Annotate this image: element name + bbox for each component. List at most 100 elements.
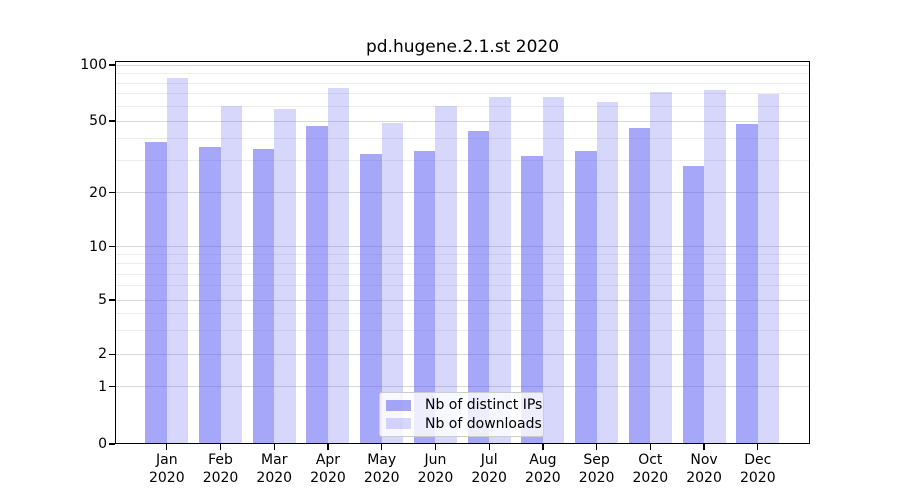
bar-ips-jan bbox=[145, 142, 167, 444]
legend-label-distinct-ips: Nb of distinct IPs bbox=[425, 397, 543, 414]
bar-ips-jul bbox=[467, 131, 490, 444]
gridline-major bbox=[115, 64, 810, 66]
x-tick-month: Oct bbox=[638, 452, 663, 468]
y-tick-label: 1 bbox=[98, 378, 107, 395]
gridline-minor bbox=[115, 93, 810, 95]
x-tick-year: 2020 bbox=[310, 470, 346, 486]
x-tick-mark bbox=[595, 444, 598, 450]
x-tick-month: Jun bbox=[424, 452, 447, 468]
legend-label-downloads: Nb of downloads bbox=[425, 415, 542, 432]
x-tick-mark bbox=[542, 444, 544, 450]
y-tick-mark bbox=[109, 192, 115, 194]
x-tick-month: Dec bbox=[744, 452, 772, 468]
legend-entry-distinct-ips: Nb of distinct IPs bbox=[386, 397, 542, 413]
bar-downloads-jun bbox=[435, 106, 457, 444]
x-tick-month: Apr bbox=[315, 452, 341, 468]
y-tick-label: 2 bbox=[98, 346, 107, 363]
y-tick-mark bbox=[109, 443, 115, 445]
bar-downloads-mar bbox=[274, 109, 296, 444]
x-tick-mark bbox=[327, 444, 329, 450]
bar-downloads-dec bbox=[757, 93, 780, 444]
x-tick-label-feb: Feb 2020 bbox=[193, 451, 249, 487]
bar-downloads-jan bbox=[166, 78, 189, 444]
x-tick-month: Feb bbox=[208, 452, 233, 468]
plot-area bbox=[115, 61, 810, 444]
y-tick-label: 100 bbox=[80, 57, 107, 73]
gridline-minor bbox=[115, 273, 810, 275]
gridline-minor bbox=[115, 137, 810, 139]
x-tick-mark bbox=[488, 444, 490, 450]
x-tick-label-aug: Aug 2020 bbox=[515, 451, 571, 487]
x-tick-label-jul: Jul 2020 bbox=[461, 451, 517, 487]
gridline-minor bbox=[115, 105, 810, 107]
y-tick-label: 50 bbox=[89, 113, 107, 129]
x-tick-year: 2020 bbox=[632, 470, 669, 486]
gridline-minor bbox=[115, 160, 810, 162]
legend: Nb of distinct IPs Nb of downloads bbox=[379, 392, 544, 437]
bar-ips-oct bbox=[628, 127, 651, 444]
legend-entry-downloads: Nb of downloads bbox=[386, 416, 542, 432]
bar-ips-dec bbox=[736, 124, 758, 444]
x-tick-year: 2020 bbox=[686, 470, 722, 486]
bar-ips-apr bbox=[306, 125, 328, 444]
gridline-minor bbox=[115, 329, 810, 331]
x-tick-month: Mar bbox=[261, 452, 288, 468]
x-tick-label-dec: Dec 2020 bbox=[730, 451, 786, 487]
y-tick-mark bbox=[109, 386, 115, 388]
gridline-minor bbox=[115, 82, 810, 84]
y-tick-mark bbox=[109, 246, 115, 248]
y-tick-label: 5 bbox=[98, 292, 107, 308]
x-tick-month: Aug bbox=[529, 452, 557, 468]
x-tick-year: 2020 bbox=[525, 470, 561, 486]
x-tick-year: 2020 bbox=[739, 470, 776, 486]
gridline-major bbox=[115, 386, 810, 388]
bar-ips-nov bbox=[682, 166, 705, 444]
x-tick-label-oct: Oct 2020 bbox=[622, 451, 678, 487]
bar-downloads-jul bbox=[489, 97, 511, 444]
chart-title: pd.hugene.2.1.st 2020 bbox=[365, 37, 560, 57]
x-tick-mark bbox=[649, 444, 651, 450]
bar-ips-feb bbox=[199, 146, 221, 444]
bar-downloads-nov bbox=[704, 90, 726, 444]
x-tick-label-mar: Mar 2020 bbox=[246, 451, 302, 487]
x-tick-year: 2020 bbox=[256, 470, 293, 486]
x-tick-year: 2020 bbox=[363, 470, 400, 486]
x-tick-label-sep: Sep 2020 bbox=[569, 451, 625, 487]
bar-downloads-aug bbox=[542, 97, 565, 444]
bar-downloads-feb bbox=[220, 106, 243, 444]
x-tick-year: 2020 bbox=[148, 470, 185, 486]
x-tick-label-nov: Nov 2020 bbox=[676, 451, 732, 487]
x-tick-label-may: May 2020 bbox=[354, 451, 410, 487]
gridline-minor bbox=[115, 73, 810, 74]
gridline-major bbox=[115, 299, 810, 301]
x-tick-mark bbox=[273, 444, 275, 450]
legend-swatch-downloads-icon bbox=[386, 418, 411, 430]
gridline-major bbox=[115, 246, 810, 248]
y-tick-label: 0 bbox=[98, 436, 107, 452]
x-tick-year: 2020 bbox=[578, 470, 615, 486]
x-tick-month: Nov bbox=[690, 452, 718, 468]
x-tick-mark bbox=[166, 444, 168, 450]
bar-downloads-sep bbox=[596, 102, 619, 444]
y-tick-label: 10 bbox=[89, 238, 107, 255]
y-tick-mark bbox=[109, 353, 115, 355]
x-tick-mark bbox=[757, 444, 759, 450]
y-tick-mark bbox=[109, 299, 115, 301]
x-tick-mark bbox=[219, 444, 222, 450]
bar-downloads-may bbox=[381, 122, 404, 444]
gridline-minor bbox=[115, 312, 810, 314]
x-tick-year: 2020 bbox=[471, 470, 507, 486]
bar-downloads-oct bbox=[650, 91, 672, 444]
x-tick-year: 2020 bbox=[202, 470, 239, 486]
x-tick-label-jan: Jan 2020 bbox=[139, 451, 195, 487]
y-tick-mark bbox=[109, 64, 115, 66]
gridline-major bbox=[115, 353, 810, 355]
gridline-major bbox=[115, 120, 810, 122]
x-tick-month: Sep bbox=[583, 452, 610, 468]
x-tick-label-jun: Jun 2020 bbox=[407, 451, 463, 487]
x-tick-mark bbox=[434, 444, 437, 450]
bar-ips-mar bbox=[252, 148, 275, 444]
bar-ips-may bbox=[360, 153, 382, 444]
gridline-minor bbox=[115, 254, 810, 256]
